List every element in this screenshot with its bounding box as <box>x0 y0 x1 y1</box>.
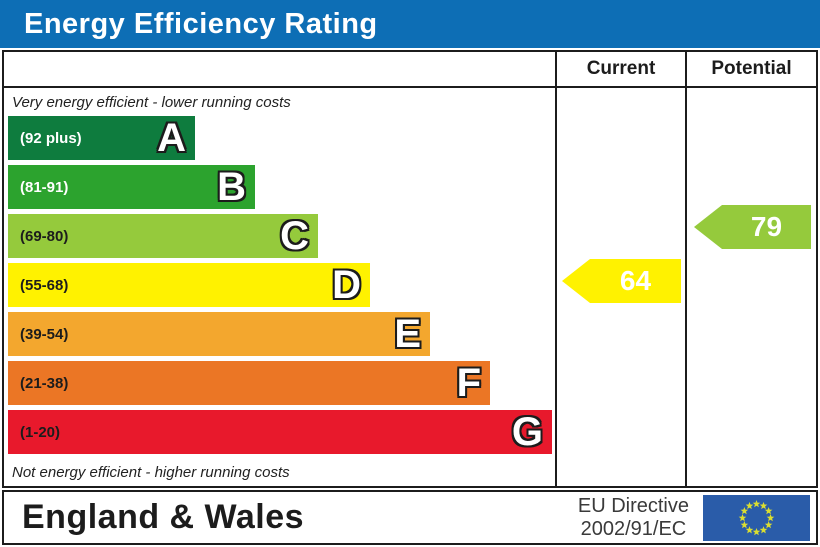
band-g: (1-20) G <box>8 410 552 454</box>
bands-column: Very energy efficient - lower running co… <box>4 88 555 486</box>
region-label: England & Wales <box>22 498 305 536</box>
band-c-letter: C <box>280 214 309 258</box>
band-c-range: (69-80) <box>20 227 69 245</box>
current-column-header: Current <box>555 52 685 88</box>
eu-directive-line2: 2002/91/EC <box>580 517 687 540</box>
band-f-range: (21-38) <box>20 374 69 392</box>
band-a-letter: A <box>157 116 186 160</box>
band-b: (81-91) B <box>8 165 255 209</box>
top-caption: Very energy efficient - lower running co… <box>12 93 291 111</box>
band-g-letter: G <box>511 410 543 454</box>
band-b-letter: B <box>217 165 246 209</box>
current-column: 64 <box>555 88 685 486</box>
current-arrow-tip-icon <box>562 259 590 303</box>
band-g-range: (1-20) <box>20 423 61 441</box>
potential-rating-value: 79 <box>722 205 811 249</box>
bottom-caption: Not energy efficient - higher running co… <box>12 464 290 481</box>
band-c: (69-80) C <box>8 214 318 258</box>
eu-directive-label: EU Directive 2002/91/EC <box>578 495 689 541</box>
band-f: (21-38) F <box>8 361 490 405</box>
potential-arrow-tip-icon <box>694 205 722 249</box>
bands-header-cell <box>4 52 555 88</box>
current-rating-value: 64 <box>590 259 681 303</box>
band-e: (39-54) E <box>8 312 430 356</box>
potential-column: 79 <box>685 88 816 486</box>
current-rating-arrow: 64 <box>562 259 681 303</box>
band-a-range: (92 plus) <box>20 129 82 147</box>
potential-column-header: Potential <box>685 52 816 88</box>
rating-table: Current Potential Very energy efficient … <box>2 50 818 488</box>
band-e-letter: E <box>394 312 421 356</box>
band-b-range: (81-91) <box>20 178 69 196</box>
title-bar: Energy Efficiency Rating <box>0 0 820 48</box>
potential-rating-arrow: 79 <box>694 205 811 249</box>
eu-flag-icon <box>703 494 810 541</box>
band-d-letter: D <box>332 263 361 307</box>
band-e-range: (39-54) <box>20 325 69 343</box>
eu-directive-line1: EU Directive <box>577 494 689 517</box>
band-a: (92 plus) A <box>8 116 195 160</box>
page-title: Energy Efficiency Rating <box>24 7 378 40</box>
band-d-range: (55-68) <box>20 276 69 294</box>
band-f-letter: F <box>456 361 481 405</box>
band-d: (55-68) D <box>8 263 370 307</box>
footer: England & Wales EU Directive 2002/91/EC <box>2 490 818 545</box>
